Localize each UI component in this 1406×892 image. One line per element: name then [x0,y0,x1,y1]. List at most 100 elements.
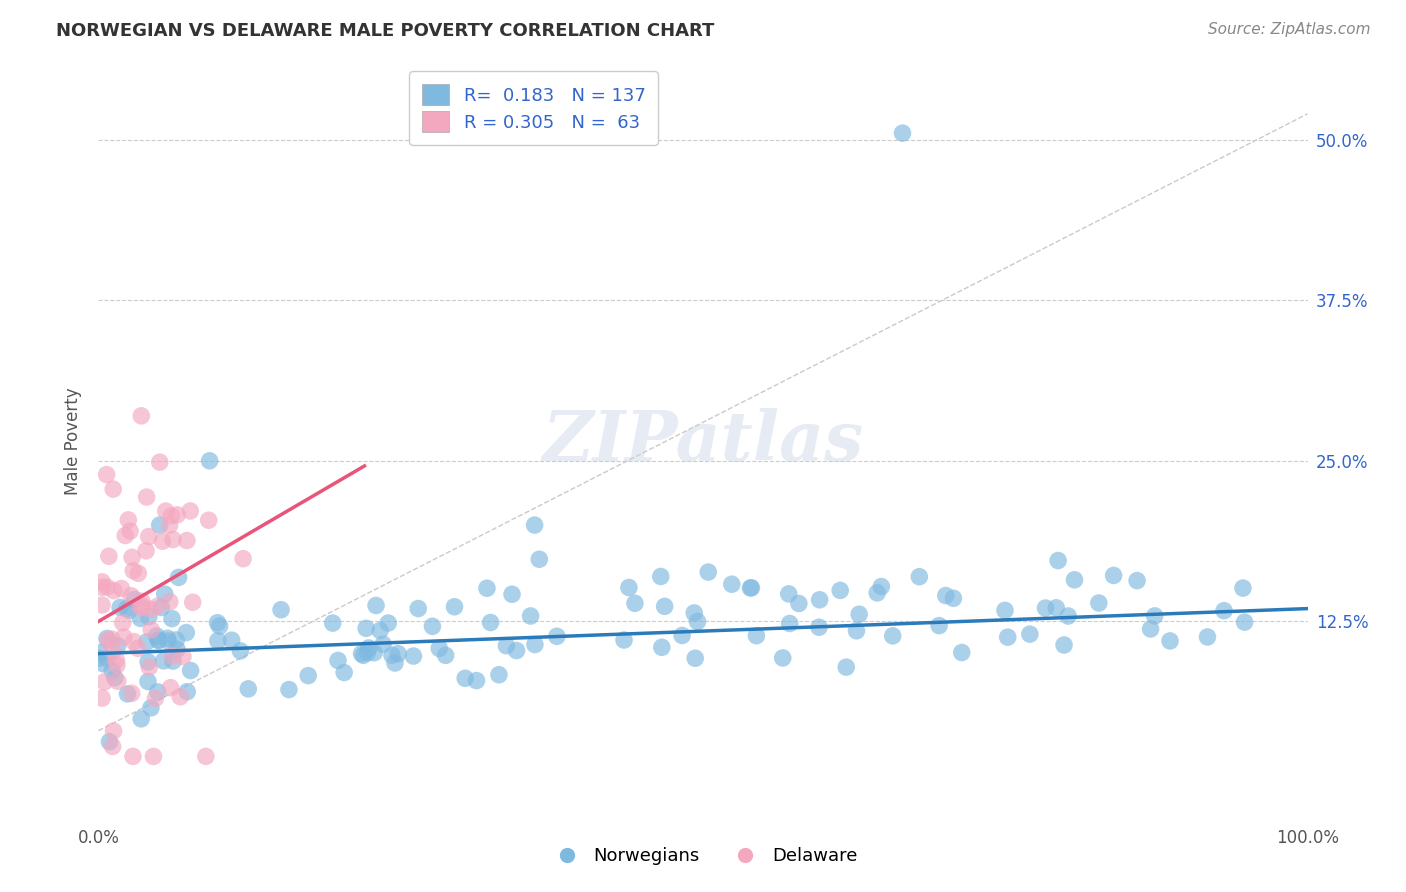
Point [686,615,709,629]
Point [153,587,176,601]
Point [145,629,167,643]
Point [162,649,184,664]
Point [720,577,742,591]
Point [166,508,188,522]
Point [371,637,394,651]
Point [135,635,157,649]
Point [157,634,180,648]
Point [114,528,136,542]
Point [845,624,868,638]
Point [160,612,183,626]
Point [406,601,429,615]
Point [908,570,931,584]
Point [148,633,170,648]
Point [91,657,114,671]
Point [103,482,125,496]
Point [152,534,174,549]
Point [138,660,160,674]
Point [122,749,145,764]
Point [138,609,160,624]
Point [650,569,672,583]
Point [651,640,673,655]
Point [91,598,114,612]
Point [352,648,374,663]
Point [519,609,541,624]
Point [121,550,143,565]
Point [139,701,162,715]
Point [101,664,124,678]
Point [808,592,831,607]
Point [159,681,181,695]
Point [91,574,114,589]
Point [891,126,914,140]
Point [778,587,800,601]
Point [142,749,165,764]
Point [835,660,858,674]
Point [93,674,115,689]
Point [354,621,377,635]
Point [207,615,229,630]
Text: ZIPatlas: ZIPatlas [543,408,863,475]
Point [141,623,163,637]
Point [1102,568,1125,582]
Point [103,583,125,598]
Point [96,632,118,646]
Point [101,739,124,754]
Point [197,513,219,527]
Point [387,647,409,661]
Point [384,656,406,670]
Point [162,533,184,547]
Point [363,646,385,660]
Point [994,603,1017,617]
Point [117,513,139,527]
Point [1018,627,1040,641]
Point [91,691,114,706]
Point [1126,574,1149,588]
Point [523,518,546,533]
Point [135,543,157,558]
Point [683,651,706,665]
Point [107,674,129,689]
Point [381,648,404,663]
Point [882,629,904,643]
Point [96,651,118,665]
Point [368,624,391,638]
Point [103,723,125,738]
Point [166,642,188,657]
Point [942,591,965,606]
Point [1053,638,1076,652]
Point [221,633,243,648]
Point [1035,601,1057,615]
Point [159,518,181,533]
Point [270,603,292,617]
Point [830,583,852,598]
Point [928,618,950,632]
Point [870,580,893,594]
Point [169,690,191,704]
Point [181,595,204,609]
Point [745,629,768,643]
Point [167,570,190,584]
Point [1088,596,1111,610]
Point [104,671,127,685]
Point [162,654,184,668]
Point [357,640,380,655]
Point [101,644,124,658]
Point [326,653,349,667]
Point [155,504,177,518]
Point [546,629,568,643]
Point [454,671,477,685]
Point [136,655,159,669]
Point [787,597,810,611]
Point [697,565,720,579]
Point [740,581,762,595]
Point [135,490,157,504]
Point [495,639,517,653]
Point [1232,581,1254,595]
Point [131,599,153,613]
Point [671,628,693,642]
Point [1143,608,1166,623]
Point [350,647,373,661]
Point [866,586,889,600]
Point [1045,600,1067,615]
